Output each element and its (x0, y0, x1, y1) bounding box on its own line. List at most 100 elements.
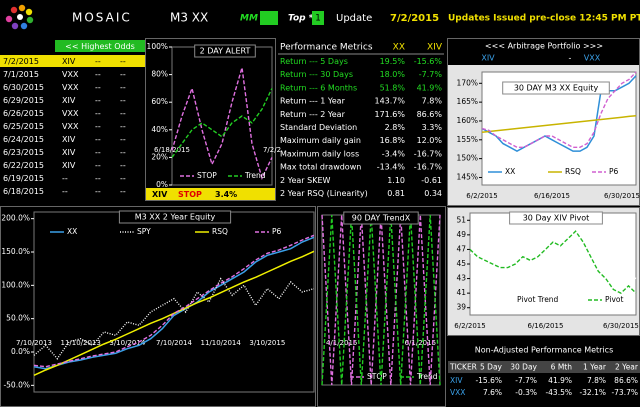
nonadjusted-cell: XIV (450, 376, 463, 385)
performance-header: XIV (427, 43, 443, 53)
chart-title-box (343, 211, 419, 225)
performance-cell: 143.7% (374, 97, 405, 106)
legend-label: RSQ (212, 227, 228, 236)
signal-cell: VXX (62, 83, 79, 92)
y-tick-label: 43 (456, 274, 466, 283)
performance-cell: 19.5% (380, 57, 406, 66)
legend-label: STOP (367, 372, 387, 381)
x-tick-label: 6/2/2015 (454, 322, 485, 330)
performance-cell: -16.7% (414, 149, 443, 158)
signal-cell: 6/30/2015 (3, 83, 44, 92)
legend-label: Trend (416, 372, 438, 381)
signal-cell: -- (120, 161, 126, 170)
arbitrage-title: <<< Arbitrage Portfolio >>> (485, 42, 603, 51)
performance-cell: -7.7% (419, 70, 443, 79)
signal-cell: -- (120, 148, 126, 157)
nonadjusted-title: Non-Adjusted Performance Metrics (475, 346, 614, 355)
performance-cell: 1.10 (387, 176, 405, 185)
alert-ticker: XIV (152, 190, 168, 199)
chart-title-box (194, 44, 256, 58)
series-line (481, 75, 637, 152)
x-tick-label: 7/2/2 (263, 146, 281, 154)
legend-label: Pivot (605, 295, 623, 304)
y-tick-label: 170% (457, 78, 478, 87)
y-tick-label: 200.0% (1, 214, 30, 223)
nonadjusted-header: 1 Year (583, 363, 607, 372)
signal-cell: VXX (62, 122, 79, 131)
current-row-bg (0, 55, 145, 67)
chart-title: 2 DAY ALERT (200, 47, 251, 56)
performance-header: Performance Metrics (280, 43, 373, 53)
performance-cell: Return --- 5 Days (280, 57, 348, 66)
performance-cell: Return --- 6 Months (280, 83, 357, 92)
y-tick-label: 45 (456, 259, 466, 268)
nonadjusted-header: 2 Year (615, 363, 639, 372)
x-tick-label: 6/16/2015 (534, 192, 570, 200)
performance-cell: 41.9% (417, 83, 443, 92)
signal-cell: 6/23/2015 (3, 148, 44, 157)
nonadjusted-cell: 86.6% (614, 376, 638, 385)
chart-title-box (118, 210, 232, 224)
series-line (33, 234, 315, 368)
y-tick-label: 100.0% (1, 280, 30, 289)
series-line (33, 236, 315, 370)
performance-cell: Max total drawdown (280, 163, 361, 172)
signal-cell: -- (120, 70, 126, 79)
series-line (470, 234, 637, 280)
nonadjusted-cell: -73.7% (611, 388, 638, 397)
nonadjusted-header: 30 Day (510, 363, 537, 372)
signal-cell: XIV (62, 135, 76, 144)
y-tick-label: 60% (151, 97, 168, 106)
y-tick-label: 47 (456, 244, 466, 253)
series-line (321, 214, 441, 386)
chart-title: 30 DAY M3 XX Equity (514, 84, 599, 93)
x-tick-label: 6/16/2015 (528, 322, 564, 330)
signal-cell: -- (95, 135, 101, 144)
model: M3 XX (170, 11, 208, 25)
x-tick-label: 7/10/2014 (156, 339, 192, 347)
signal-cell: -- (95, 161, 101, 170)
signal-cell: 6/25/2015 (3, 122, 44, 131)
legend-label: RSQ (565, 167, 581, 176)
performance-cell: Return --- 1 Year (280, 97, 346, 106)
nonadjusted-header: TICKER (449, 363, 477, 372)
y-tick-label: 39 (456, 303, 466, 312)
chart-title-box (509, 211, 603, 225)
legend-label: XX (505, 167, 515, 176)
performance-cell: 2 Year RSQ (Linearity) (280, 189, 368, 198)
legend-label: Pivot Trend (517, 295, 559, 304)
performance-cell: 171.6% (374, 110, 405, 119)
y-tick-label: 51 (456, 215, 466, 224)
y-tick-label: 0.0% (11, 347, 30, 356)
signal-cell: -- (120, 57, 126, 66)
performance-cell: 7.8% (422, 97, 443, 106)
y-tick-label: 41 (456, 288, 466, 297)
performance-cell: Return --- 2 Year (280, 110, 346, 119)
signal-cell: -- (120, 187, 126, 196)
signal-cell: VXX (62, 70, 79, 79)
signal-cell: -- (95, 187, 101, 196)
top-label: Top * (288, 14, 314, 24)
performance-cell: 2.8% (385, 123, 406, 132)
x-tick-label: 4/1/2015 (326, 339, 357, 347)
nonadjusted-cell: 7.8% (587, 376, 606, 385)
panel-frame (145, 38, 276, 201)
signal-cell: -- (95, 96, 101, 105)
x-tick-label: 3/10/2014 (109, 339, 145, 347)
performance-cell: Return --- 30 Days (280, 70, 353, 79)
y-tick-label: 150% (457, 154, 478, 163)
signal-cell: 6/29/2015 (3, 96, 44, 105)
chart-title: M3 XX 2 Year Equity (135, 213, 216, 222)
signal-cell: -- (95, 57, 101, 66)
nonadjusted-cell: -15.6% (475, 376, 502, 385)
series-line (171, 67, 273, 181)
signal-cell: 7/1/2015 (3, 70, 39, 79)
notice: Updates Issued pre-close 12:45 PM PT (448, 14, 640, 24)
performance-cell: 16.8% (380, 136, 406, 145)
signals-heading-bg (55, 40, 145, 52)
nonadjusted-cell: -32.1% (579, 388, 606, 397)
x-tick-label: 6/30/2015 (604, 192, 640, 200)
signal-cell: -- (95, 174, 101, 183)
x-tick-label: 6/1/2015 (405, 339, 436, 347)
